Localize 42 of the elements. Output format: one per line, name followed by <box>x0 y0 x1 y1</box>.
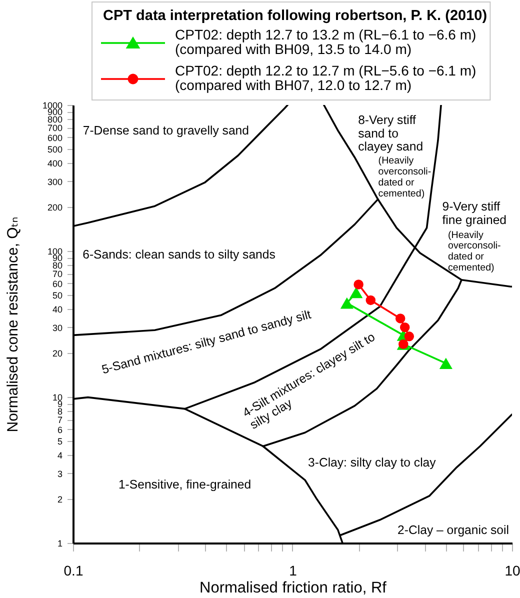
y-tick-label: 200 <box>47 202 62 213</box>
y-tick-label: 1 <box>57 538 62 548</box>
y-tick-label: 2 <box>57 494 62 505</box>
annotation: 2-Clay – organic soil <box>398 522 509 537</box>
annotation: 6-Sands: clean sands to silty sands <box>82 248 276 262</box>
annotation: 8-Very stiff sand to clayey sand <box>358 113 424 154</box>
y-tick-label: 90 <box>52 253 62 264</box>
y-tick-label: 7 <box>57 415 62 426</box>
y-tick-label: 40 <box>52 304 62 315</box>
y-tick-label: 600 <box>47 132 62 143</box>
y-tick-label: 20 <box>52 348 62 359</box>
annotation: (Heavily overconsoli- dated or cemented) <box>448 230 501 274</box>
annotation: 3-Clay: silty clay to clay <box>308 456 437 470</box>
y-tick-label: 700 <box>47 123 62 134</box>
x-tick-label: 0.1 <box>64 562 84 578</box>
y-tick-label: 9 <box>57 399 62 410</box>
legend-title: CPT data interpretation following robertson, P. K. (2010) <box>103 8 488 24</box>
legend-label: CPT02: depth 12.7 to 13.2 m (RL−6.1 to −6.6 m) (compared with BH09, 13.5 to 14.0 m) <box>175 26 476 57</box>
y-tick-label: 6 <box>57 424 62 435</box>
y-tick-label: 300 <box>47 176 62 187</box>
y-tick-label: 400 <box>47 158 62 169</box>
x-tick-label: 10 <box>504 562 520 578</box>
annotation: 7-Dense sand to gravelly sand <box>82 123 250 138</box>
x-tick-label: 1 <box>289 562 298 578</box>
x-axis-title: Normalised friction ratio, Rf <box>200 580 388 596</box>
annotation: (Heavily overconsoli- dated or cemented) <box>378 156 432 200</box>
y-tick-label: 500 <box>47 144 62 154</box>
annotation: 1-Sensitive, fine-grained <box>118 478 252 492</box>
y-tick-label: 80 <box>52 260 62 271</box>
y-tick-label: 5 <box>57 436 62 446</box>
y-tick-label: 900 <box>47 107 62 118</box>
y-tick-label: 60 <box>52 278 62 289</box>
y-tick-label: 30 <box>52 322 62 333</box>
y-axis-title: Normalised cone resistance, Qₜₙ <box>4 216 22 432</box>
y-tick-label: 3 <box>57 468 62 479</box>
legend-label: CPT02: depth 12.2 to 12.7 m (RL−5.6 to −6.1 m) (compared with BH07, 12.0 to 12.7 m) <box>175 62 476 93</box>
y-tick-label: 800 <box>47 114 62 125</box>
annotation: 9-Very stiff fine grained <box>442 200 507 228</box>
y-tick-label: 8 <box>57 406 62 417</box>
y-tick-label: 70 <box>52 269 62 280</box>
y-tick-label: 4 <box>57 450 62 461</box>
y-tick-label: 50 <box>52 290 62 300</box>
